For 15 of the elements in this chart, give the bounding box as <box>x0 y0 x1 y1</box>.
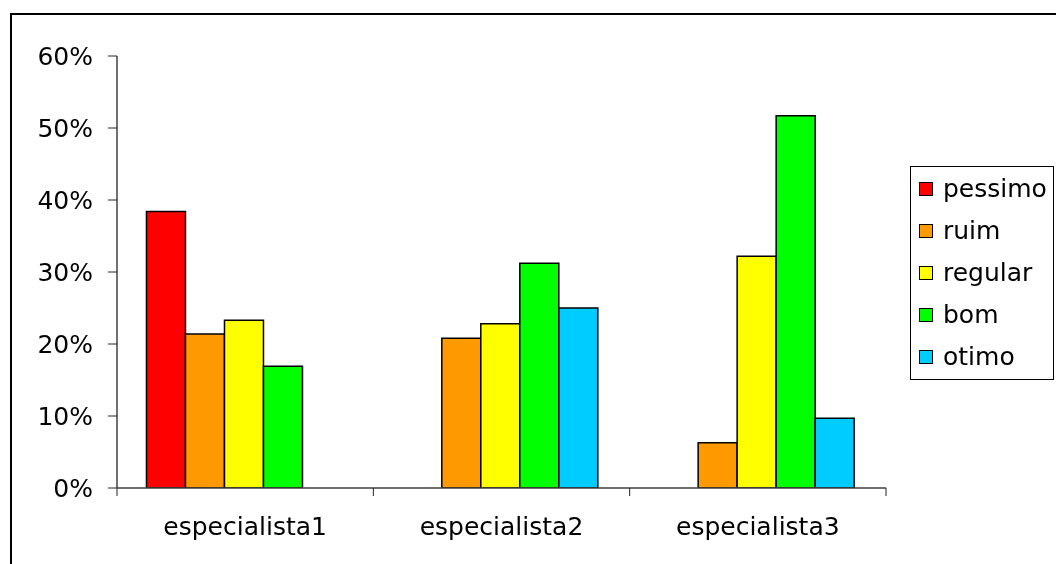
legend-label: regular <box>943 258 1033 288</box>
legend-label: ruim <box>943 216 1001 246</box>
x-tick-label: especialista1 <box>163 512 327 541</box>
x-tick-label: especialista3 <box>676 512 840 541</box>
x-tick-label: especialista2 <box>419 512 584 541</box>
y-tick-label: 50% <box>37 113 93 143</box>
y-tick-label: 10% <box>37 401 93 431</box>
y-tick-label: 30% <box>37 257 93 287</box>
y-tick-label: 40% <box>37 185 93 215</box>
legend-label: otimo <box>943 342 1015 372</box>
legend-label: bom <box>943 300 999 330</box>
legend-label: pessimo <box>943 174 1047 204</box>
y-tick-label: 0% <box>53 473 93 503</box>
y-tick-label: 60% <box>37 41 93 71</box>
y-tick-label: 20% <box>37 329 93 359</box>
